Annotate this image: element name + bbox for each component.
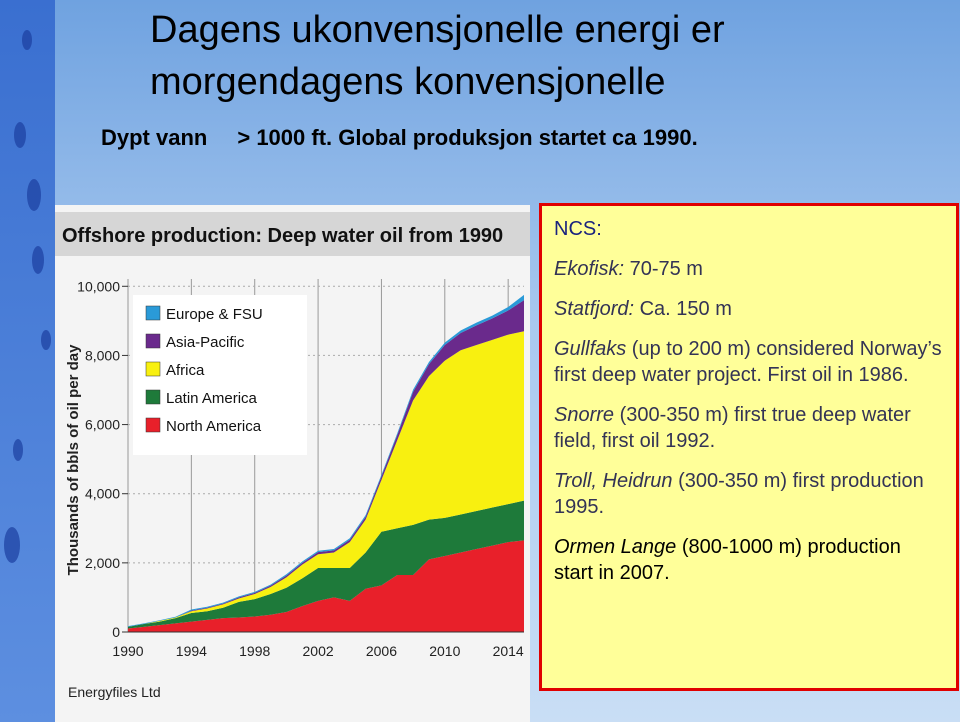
bubble	[32, 246, 44, 274]
title-line: morgendagens konvensjonelle	[150, 61, 666, 103]
area	[128, 300, 524, 627]
legend-label: Africa	[166, 362, 205, 379]
text-box: NCS: Ekofisk: 70-75 m Statfjord: Ca. 150 …	[539, 203, 959, 691]
bubble	[41, 330, 51, 350]
area	[128, 331, 524, 627]
legend-label: Asia-Pacific	[166, 334, 245, 351]
source: Energyfiles Ltd	[68, 684, 161, 700]
item-text: (800-1000 m) production start in 2007.	[554, 536, 901, 584]
side-strip	[0, 0, 55, 722]
legend-swatch	[145, 305, 161, 321]
text-box-heading: NCS:	[554, 218, 602, 240]
item-name: Troll, Heidrun	[554, 470, 673, 492]
x-tick-label: 2006	[366, 643, 397, 659]
area	[128, 500, 524, 629]
item-text: 70-75 m	[624, 258, 703, 280]
legend-label: Europe & FSU	[166, 306, 263, 323]
item-name: Statfjord:	[554, 298, 635, 320]
item-text: (300-350 m) first production 1995.	[554, 470, 924, 518]
y-axis-label: Thousands of bbls of oil per day	[65, 344, 82, 576]
text-item: Ormen Lange (800-1000 m) production star…	[554, 534, 944, 586]
legend: Europe & FSU Asia-Pacific Africa Latin Amer…	[145, 305, 263, 435]
bubble	[14, 122, 26, 148]
chart-title-band	[55, 212, 530, 256]
bubble	[13, 439, 23, 461]
item-name: Ekofisk:	[554, 258, 625, 280]
legend-swatch	[145, 361, 161, 377]
subtitle: Dypt vann > 1000 ft. Global produksjon st…	[90, 125, 698, 151]
slide-title: Dagens ukonvensjonelle energi er morgend…	[150, 4, 725, 108]
text-item: Troll, Heidrun (300-350 m) first product…	[554, 468, 944, 520]
subtitle-term: Dypt vann	[90, 125, 207, 150]
title-line: Dagens ukonvensjonelle energi er	[150, 9, 725, 51]
bubble	[27, 179, 41, 211]
legend-label: North America	[166, 418, 262, 435]
y-tick-label: 6,000	[85, 417, 120, 433]
y-tick-label: 10,000	[77, 278, 120, 294]
y-tick-label: 0	[112, 624, 120, 640]
bubble	[4, 527, 20, 563]
item-text: (300-350 m) first true deep water field,…	[554, 404, 911, 452]
x-tick-label: 1994	[176, 643, 207, 659]
legend-swatch	[145, 389, 161, 405]
text-item: Statfjord: Ca. 150 m	[554, 296, 944, 322]
y-tick-label: 4,000	[85, 486, 120, 502]
text-item: Ekofisk: 70-75 m	[554, 256, 944, 282]
x-tick-label: 2002	[303, 643, 334, 659]
y-tick-label: 2,000	[85, 555, 120, 571]
legend-swatch	[145, 333, 161, 349]
area	[128, 540, 524, 632]
item-name: Gullfaks	[554, 338, 627, 360]
plot: 1990 1994 1998 2002 2006 2010 2014 0 2,000 4,000 6…	[77, 278, 524, 659]
item-name: Ormen Lange	[554, 536, 677, 558]
legend-swatch	[145, 417, 161, 433]
item-text: Ca. 150 m	[634, 298, 732, 320]
item-name: Snorre	[554, 404, 615, 426]
chart-title: Offshore production: Deep water oil from…	[62, 225, 503, 247]
y-tick-label: 8,000	[85, 347, 120, 363]
bubble	[22, 30, 32, 50]
x-tick-label: 1998	[239, 643, 270, 659]
item-text: (up to 200 m) considered Norway’s first …	[554, 338, 942, 386]
legend-box	[133, 295, 307, 455]
text-item: Gullfaks (up to 200 m) considered Norway…	[554, 336, 944, 388]
text-item: Snorre (300-350 m) first true deep water…	[554, 402, 944, 454]
x-tick-label: 2010	[429, 643, 460, 659]
x-tick-label: 2014	[493, 643, 524, 659]
legend-label: Latin America	[166, 390, 258, 407]
x-tick-label: 1990	[112, 643, 143, 659]
subtitle-text: > 1000 ft. Global produksjon startet ca …	[237, 125, 698, 150]
